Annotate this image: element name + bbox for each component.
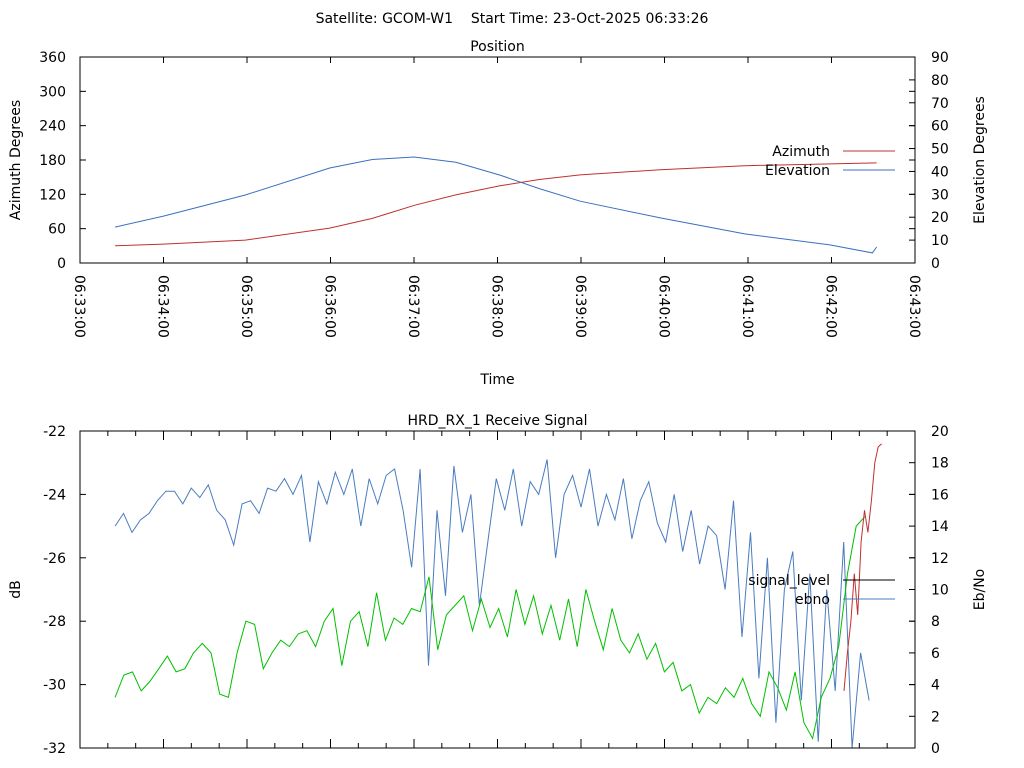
- y2-tick-label: 14: [931, 519, 949, 535]
- y-tick-label: 360: [39, 50, 66, 66]
- y2-tick-label: 0: [931, 741, 940, 757]
- x-tick-label: 06:38:00: [489, 275, 505, 338]
- y2-tick-label: 20: [931, 424, 949, 440]
- series-line-elevation: [114, 156, 878, 254]
- y2-tick-label: 8: [931, 614, 940, 630]
- x-tick-label: 06:34:00: [155, 275, 171, 338]
- plot-title: HRD_RX_1 Receive Signal: [408, 413, 588, 429]
- y2-tick-label: 2: [931, 709, 940, 725]
- y-tick-label: -32: [43, 741, 66, 757]
- position-plot: Position 0 60 120 180 240 300 360 0 10 20 30 40 50 60 7…: [8, 39, 988, 388]
- legend-label: Azimuth: [772, 144, 830, 160]
- y-axis-label: Azimuth Degrees: [8, 100, 24, 220]
- receive-signal-plot: HRD_RX_1 Receive Signal -32 -30 -28 -26 -24 -2…: [8, 413, 988, 757]
- plot-title: Position: [470, 39, 525, 55]
- y-tick-label: 180: [39, 153, 66, 169]
- y2-tick-label: 18: [931, 456, 949, 472]
- y2-tick-label: 20: [931, 210, 949, 226]
- y-tick-label: -24: [43, 487, 66, 503]
- y-axis-label: dB: [8, 580, 24, 599]
- y2-tick-label: 50: [931, 142, 949, 158]
- y-tick-label: -30: [43, 678, 66, 694]
- figure-title: Satellite: GCOM-W1 Start Time: 23-Oct-20…: [316, 11, 709, 27]
- y-tick-label: -28: [43, 614, 66, 630]
- series-line-azimuth: [115, 162, 877, 247]
- x-tick-label: 06:41:00: [739, 275, 755, 338]
- plot-border: [79, 430, 916, 749]
- series-line-trace-green: [114, 516, 866, 740]
- y2-tick-label: 12: [931, 551, 949, 567]
- y2-tick-label: 40: [931, 164, 949, 180]
- legend-label: signal_level: [748, 573, 830, 589]
- y2-tick-label: 70: [931, 96, 949, 112]
- y-tick-label: 300: [39, 84, 66, 100]
- series-line-trace-red: [843, 443, 882, 691]
- y-tick-label: -22: [43, 424, 66, 440]
- y2-tick-label: 90: [931, 50, 949, 66]
- x-tick-label: 06:42:00: [823, 275, 839, 338]
- y2-tick-label: 0: [931, 256, 940, 272]
- y2-tick-label: 10: [931, 233, 949, 249]
- x-tick-label: 06:33:00: [71, 275, 87, 338]
- series-line-trace-blue: [114, 459, 870, 749]
- y2-axis-label: Eb/No: [972, 569, 988, 611]
- y2-tick-label: 4: [931, 678, 940, 694]
- x-tick-label: 06:35:00: [238, 275, 254, 338]
- y2-tick-label: 10: [931, 583, 949, 599]
- y2-tick-label: 60: [931, 119, 949, 135]
- y2-tick-label: 30: [931, 187, 949, 203]
- y-tick-label: 0: [57, 256, 66, 272]
- y-tick-label: 240: [39, 119, 66, 135]
- x-axis-label: Time: [479, 372, 514, 388]
- y2-tick-label: 80: [931, 73, 949, 89]
- x-tick-label: 06:40:00: [656, 275, 672, 338]
- x-tick-label: 06:37:00: [405, 275, 421, 338]
- y2-tick-label: 16: [931, 487, 949, 503]
- legend-label: ebno: [795, 592, 830, 608]
- y-tick-label: 60: [48, 222, 66, 238]
- x-tick-label: 06:39:00: [572, 275, 588, 338]
- y2-axis-label: Elevation Degrees: [972, 96, 988, 224]
- x-tick-label: 06:43:00: [906, 275, 922, 338]
- legend-label: Elevation: [765, 163, 830, 179]
- x-tick-label: 06:36:00: [322, 275, 338, 338]
- y2-tick-label: 6: [931, 646, 940, 662]
- plot-border: [79, 56, 916, 264]
- y-tick-label: 120: [39, 187, 66, 203]
- y-tick-label: -26: [43, 551, 66, 567]
